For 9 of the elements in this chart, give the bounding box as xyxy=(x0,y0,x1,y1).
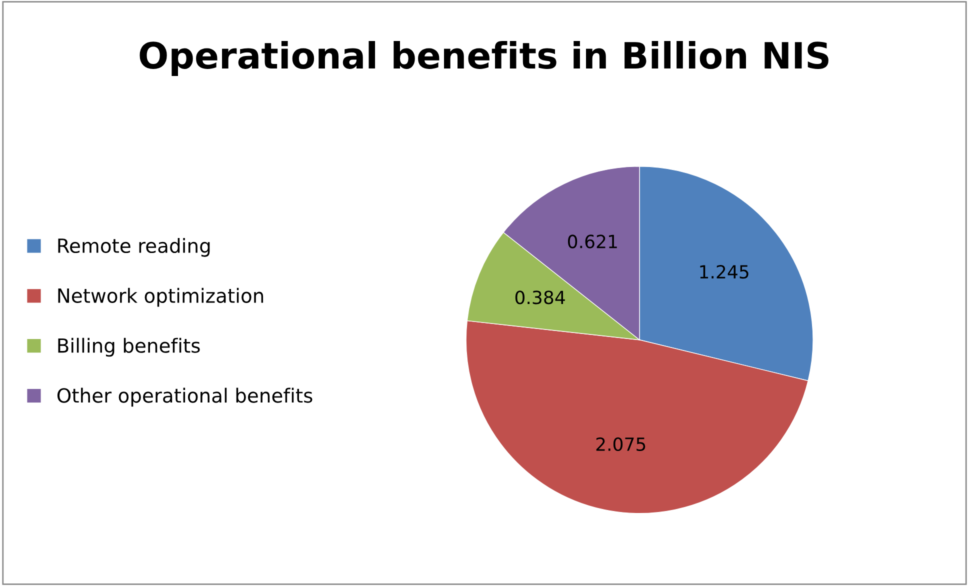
data-label: 2.075 xyxy=(596,437,646,452)
data-label: 0.384 xyxy=(515,290,565,304)
data-label: 0.621 xyxy=(568,234,617,248)
legend-label: Billing benefits xyxy=(58,338,200,357)
data-label: 1.245 xyxy=(700,264,748,279)
legend-label: Network optimization xyxy=(58,288,264,307)
chart-title: Operational benefits in Billion NIS xyxy=(140,41,828,76)
legend-label: Other operational benefits xyxy=(57,388,312,407)
legend-label: Remote reading xyxy=(58,238,210,257)
